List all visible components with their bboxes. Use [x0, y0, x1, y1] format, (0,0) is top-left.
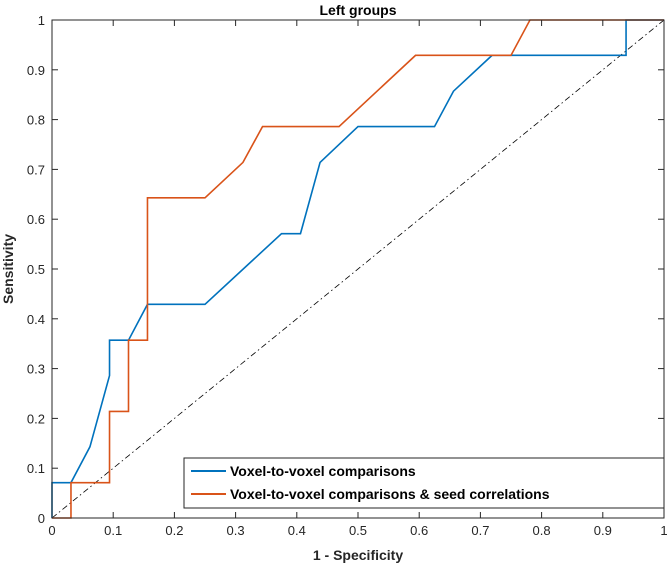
legend-label-voxel-seed: Voxel-to-voxel comparisons & seed correl…	[230, 486, 550, 502]
y-axis-ticks: 0 0.1 0.2 0.3 0.4 0.5 0.6 0.7 0.8 0.9 1	[27, 13, 664, 526]
y-tick-label: 0	[38, 511, 45, 526]
x-tick-label: 0.5	[349, 523, 367, 538]
x-tick-label: 0.3	[227, 523, 245, 538]
legend: Voxel-to-voxel comparisons Voxel-to-voxe…	[183, 457, 665, 509]
y-tick-label: 0.3	[27, 362, 45, 377]
x-axis-label: 1 - Specificity	[313, 547, 403, 563]
y-tick-label: 0.2	[27, 411, 45, 426]
legend-label-voxel: Voxel-to-voxel comparisons	[230, 463, 416, 479]
legend-box	[183, 457, 665, 509]
y-tick-label: 0.1	[27, 461, 45, 476]
x-tick-label: 0.1	[104, 523, 122, 538]
y-tick-label: 1	[38, 13, 45, 28]
y-tick-label: 0.7	[27, 162, 45, 177]
y-tick-label: 0.5	[27, 262, 45, 277]
x-tick-label: 0.8	[533, 523, 551, 538]
x-tick-label: 1	[660, 523, 667, 538]
x-tick-label: 0.7	[471, 523, 489, 538]
y-axis-label: Sensitivity	[0, 234, 16, 304]
x-tick-label: 0.9	[594, 523, 612, 538]
chance-diagonal-line	[51, 19, 665, 519]
x-tick-label: 0.2	[165, 523, 183, 538]
chance-line-layer	[51, 19, 665, 519]
series-layer	[51, 19, 664, 519]
y-tick-label: 0.4	[27, 312, 45, 327]
y-tick-label: 0.8	[27, 113, 45, 128]
y-tick-label: 0.6	[27, 212, 45, 227]
series-line-voxel-seed	[52, 19, 664, 519]
x-tick-label: 0	[48, 523, 55, 538]
x-axis-ticks: 0 0.1 0.2 0.3 0.4 0.5 0.6 0.7 0.8 0.9 1	[48, 20, 668, 538]
chart-title: Left groups	[320, 2, 397, 18]
y-tick-label: 0.9	[27, 63, 45, 78]
x-tick-label: 0.4	[288, 523, 306, 538]
x-tick-label: 0.6	[410, 523, 428, 538]
